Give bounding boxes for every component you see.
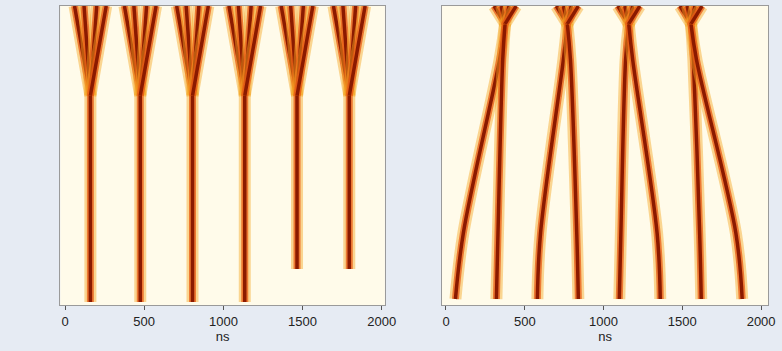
- svg-text:1500: 1500: [668, 314, 697, 329]
- svg-text:1500: 1500: [288, 314, 317, 329]
- svg-text:1000: 1000: [209, 314, 238, 329]
- svg-text:500: 500: [133, 314, 155, 329]
- svg-text:1000: 1000: [589, 314, 618, 329]
- svg-text:0: 0: [61, 314, 68, 329]
- svg-text:0: 0: [442, 314, 449, 329]
- svg-text:500: 500: [514, 314, 536, 329]
- svg-text:2000: 2000: [747, 314, 776, 329]
- svg-text:ns: ns: [598, 329, 612, 344]
- svg-text:2000: 2000: [367, 314, 396, 329]
- svg-text:ns: ns: [216, 329, 230, 344]
